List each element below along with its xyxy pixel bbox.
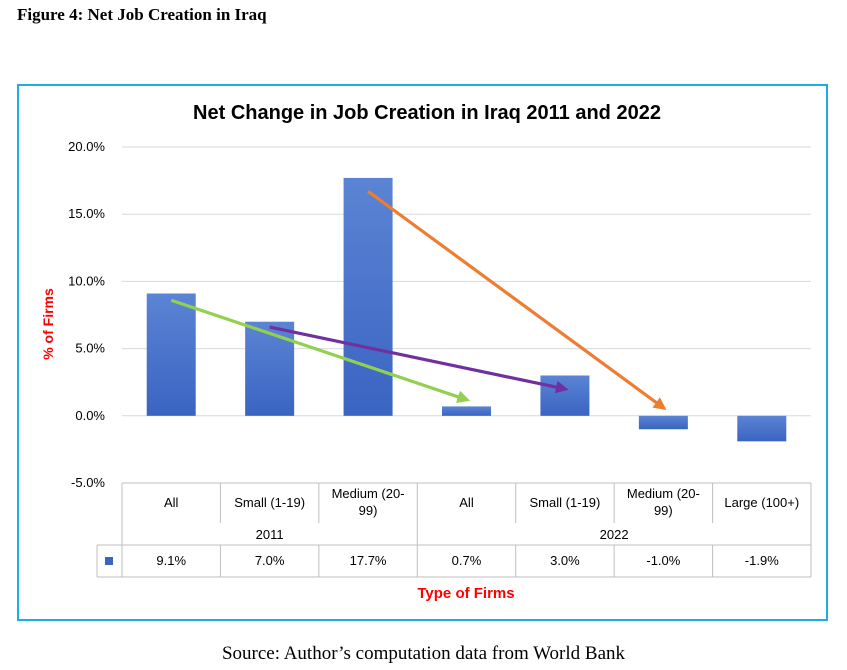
bar: [737, 415, 787, 442]
value-label: 0.7%: [452, 553, 482, 568]
gridlines: [122, 146, 811, 417]
value-label: 17.7%: [350, 553, 387, 568]
category-label: All: [459, 495, 474, 510]
value-label: 7.0%: [255, 553, 285, 568]
figure-title: Figure 4: Net Job Creation in Iraq: [17, 5, 267, 24]
group-label: 2011: [256, 527, 284, 542]
category-label: Medium (20-99): [332, 486, 405, 518]
trend-arrow: [269, 325, 569, 394]
value-label: -1.0%: [646, 553, 680, 568]
chart-title: Net Change in Job Creation in Iraq 2011 …: [193, 102, 661, 124]
category-label: Small (1-19): [234, 495, 305, 510]
bar-chart: Net Change in Job Creation in Iraq 2011 …: [40, 102, 812, 602]
bar: [442, 406, 491, 416]
y-tick-label: 15.0%: [68, 206, 105, 221]
value-label: 3.0%: [550, 553, 580, 568]
category-label: All: [164, 495, 179, 510]
bar: [343, 177, 393, 416]
legend-key: [105, 557, 113, 565]
y-tick-label: 5.0%: [75, 341, 105, 356]
category-label: Medium (20-99): [627, 486, 700, 518]
chart-frame: Net Change in Job Creation in Iraq 2011 …: [17, 84, 828, 621]
y-tick-label: -5.0%: [71, 475, 105, 490]
bar: [540, 375, 590, 416]
trend-arrows: [170, 190, 667, 411]
x-axis-title: Type of Firms: [417, 585, 514, 602]
source-note: Source: Author’s computation data from W…: [221, 643, 626, 664]
y-axis-ticks: -5.0% 0.0% 5.0% 10.0% 15.0% 20.0%: [68, 139, 105, 490]
value-label: -1.9%: [745, 553, 779, 568]
trend-arrow: [170, 298, 471, 403]
y-tick-label: 20.0%: [68, 139, 105, 154]
group-label: 2022: [600, 527, 629, 542]
value-label: 9.1%: [156, 553, 186, 568]
bars: [146, 177, 787, 442]
bar: [638, 415, 688, 430]
y-axis-title: % of Firms: [40, 288, 56, 360]
category-label: Large (100+): [724, 495, 799, 510]
data-table: All 9.1% Small (1-19) 7.0% Medium (20-99) 17.…: [96, 482, 812, 578]
y-tick-label: 10.0%: [68, 273, 105, 288]
bar: [245, 321, 295, 416]
bar: [146, 293, 196, 416]
trend-arrow: [367, 190, 667, 411]
y-tick-label: 0.0%: [75, 408, 105, 423]
category-label: Small (1-19): [530, 495, 601, 510]
